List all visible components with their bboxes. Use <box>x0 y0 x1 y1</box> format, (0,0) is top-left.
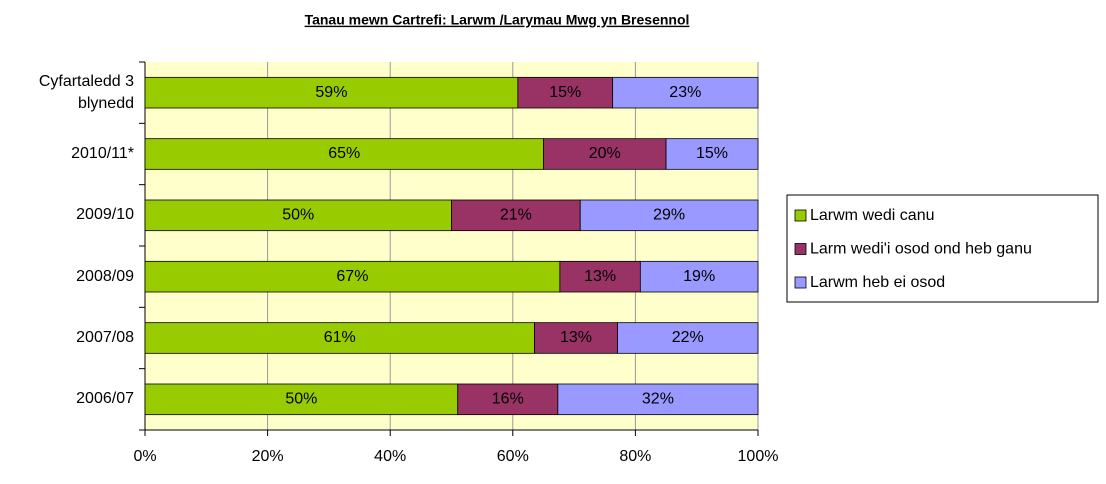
legend-label: Larwm heb ei osod <box>810 274 945 291</box>
y-tick-label: Cyfartaledd 3 blynedd <box>38 72 134 112</box>
data-label: 32% <box>642 391 674 408</box>
bar-segment <box>665 138 759 170</box>
bar-segment <box>617 322 759 354</box>
x-tick-label: 40% <box>374 448 406 465</box>
data-label: 21% <box>500 207 532 224</box>
data-label: 13% <box>560 329 592 346</box>
x-tick-label: 20% <box>252 448 284 465</box>
data-label: 15% <box>696 145 728 162</box>
x-tick-label: 60% <box>497 448 529 465</box>
data-label: 29% <box>653 207 685 224</box>
legend-swatch <box>794 276 807 289</box>
data-label: 20% <box>589 145 621 162</box>
bar-segment <box>451 199 581 232</box>
bar-segment <box>144 383 459 416</box>
data-label: 13% <box>584 268 616 285</box>
data-label: 50% <box>282 207 314 224</box>
bar-segment <box>144 260 561 293</box>
bar-segment <box>457 383 559 416</box>
y-tick-label: 2008/09 <box>76 267 134 285</box>
bar-segment <box>639 260 759 293</box>
data-label: 23% <box>669 84 701 101</box>
x-tick-label: 0% <box>133 448 156 465</box>
y-tick-label: 2006/07 <box>76 390 134 408</box>
data-label: 15% <box>549 84 581 101</box>
bar-segment <box>144 138 544 170</box>
y-tick-label: 2007/08 <box>76 329 134 346</box>
legend-box <box>786 194 1099 303</box>
y-tick-label: 2010/11* <box>71 145 134 162</box>
bar-segment <box>612 76 759 109</box>
x-tick-label: 80% <box>619 448 651 465</box>
data-label: 50% <box>285 391 317 408</box>
data-label: 59% <box>315 84 347 101</box>
bar-segment <box>534 322 618 354</box>
chart-title: Tanau mewn Cartrefi: Larwm /Larymau Mwg … <box>305 12 690 28</box>
legend-label: Larm wedi'i osod ond heb ganu <box>810 241 1032 258</box>
plot-area <box>145 62 758 430</box>
data-label: 65% <box>328 145 360 162</box>
legend-swatch <box>794 209 807 222</box>
bar-segment <box>543 138 667 170</box>
x-tick-label: 100% <box>738 448 779 465</box>
data-label: 19% <box>683 268 715 285</box>
legend-swatch <box>794 243 807 255</box>
bar-segment <box>559 260 641 293</box>
bar-segment <box>144 322 535 354</box>
data-label: 67% <box>336 268 368 285</box>
data-label: 61% <box>324 329 356 346</box>
data-label: 22% <box>672 329 704 346</box>
y-tick-label: 2009/10 <box>76 206 134 224</box>
data-label: 16% <box>492 391 524 408</box>
legend-label: Larwm wedi canu <box>810 207 935 224</box>
bar-segment <box>579 199 759 232</box>
bar-segment <box>557 383 759 416</box>
